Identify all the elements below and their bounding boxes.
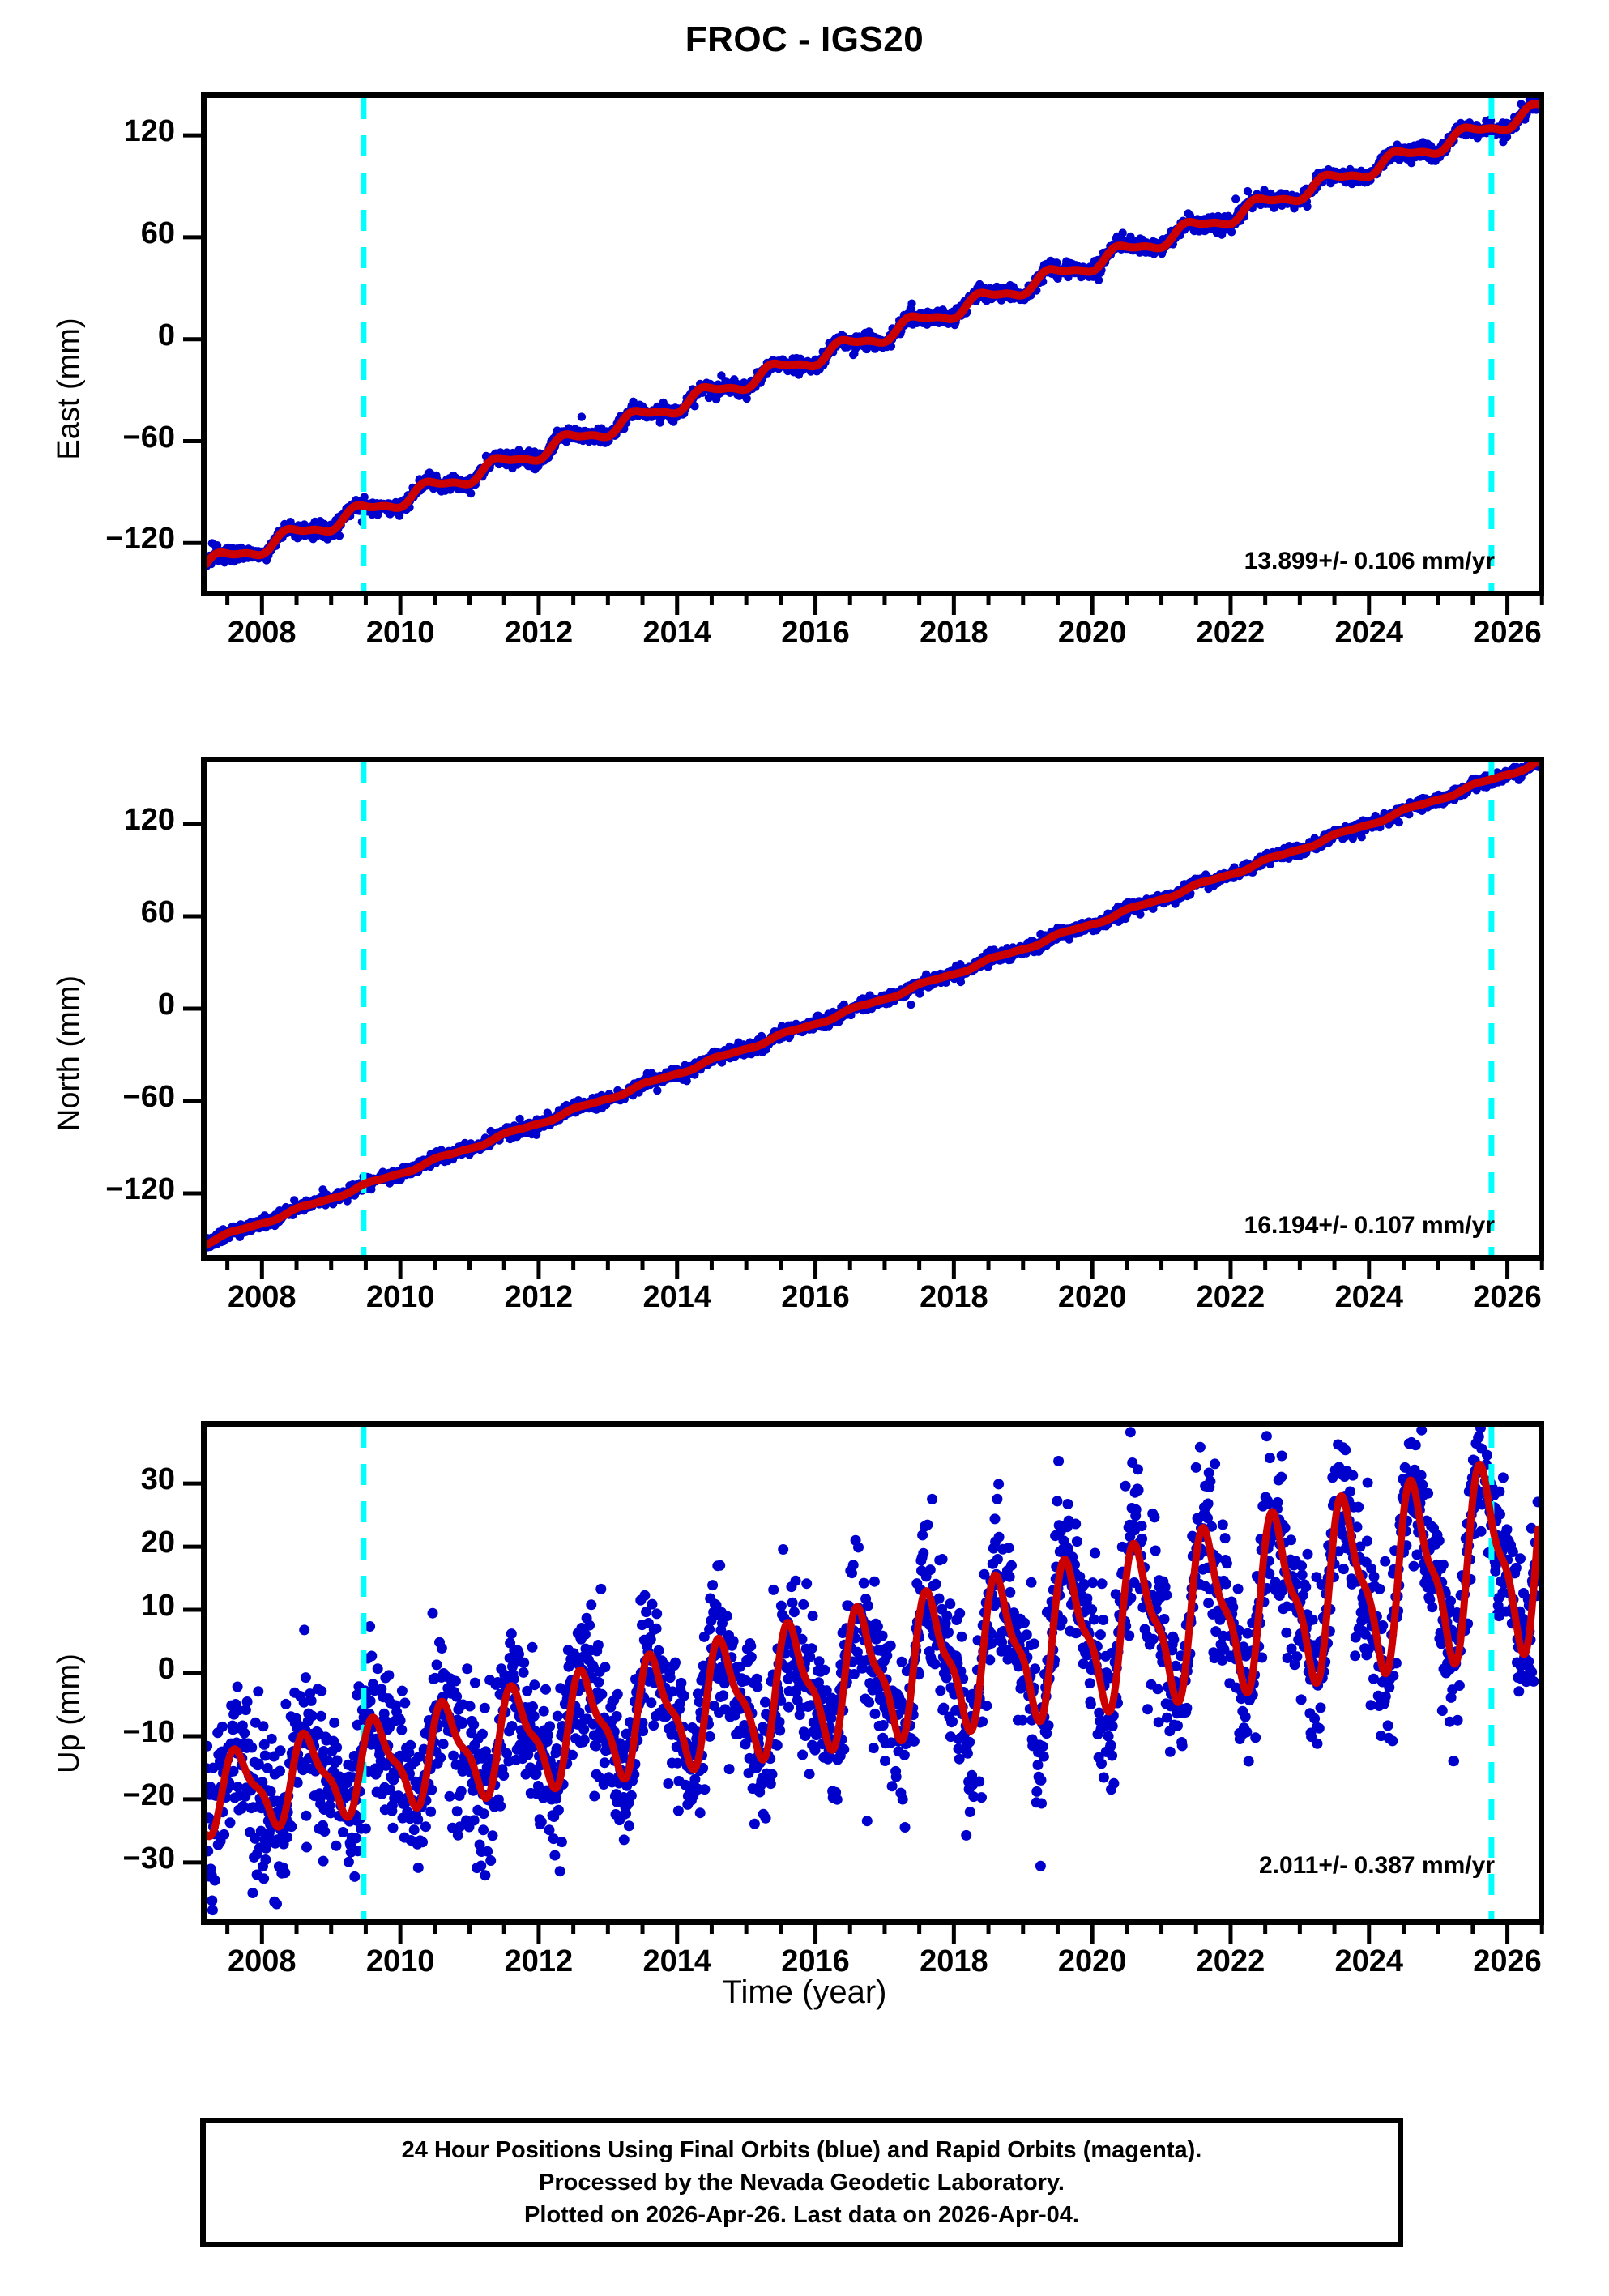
xtick-up-2012: 2012 xyxy=(504,1944,574,1978)
ytick-east-0: 120 xyxy=(123,114,175,149)
fit-line-north xyxy=(207,762,1539,1249)
ytick-north-1: 60 xyxy=(140,895,175,929)
plot-area-up xyxy=(201,1421,1544,1925)
ytick-up-0: 30 xyxy=(140,1462,175,1497)
xtick-east-2024: 2024 xyxy=(1334,616,1404,650)
xtick-north-2022: 2022 xyxy=(1196,1280,1265,1314)
data-points-up xyxy=(207,1427,1539,1916)
ytick-east-2: 0 xyxy=(157,318,175,352)
ytick-up-3: 0 xyxy=(157,1652,175,1686)
xtick-north-2014: 2014 xyxy=(642,1280,711,1314)
xtick-east-2020: 2020 xyxy=(1057,616,1127,650)
footer-line-1: 24 Hour Positions Using Final Orbits (bl… xyxy=(401,2136,1202,2163)
xtick-north-2024: 2024 xyxy=(1334,1280,1404,1314)
xtick-north-2016: 2016 xyxy=(781,1280,850,1314)
axis-label-north: North (mm) xyxy=(52,975,86,1132)
xtick-up-2022: 2022 xyxy=(1196,1944,1265,1978)
xtick-east-2026: 2026 xyxy=(1473,616,1542,650)
footer-line-3: Plotted on 2026-Apr-26. Last data on 202… xyxy=(524,2202,1079,2228)
ytick-up-6: −30 xyxy=(122,1841,175,1876)
ytick-north-3: −60 xyxy=(122,1080,175,1114)
series-canvas-up xyxy=(207,1427,1539,1919)
ytick-up-1: 20 xyxy=(140,1526,175,1560)
fit-line-up xyxy=(207,1461,1539,1841)
xtick-up-2014: 2014 xyxy=(642,1944,711,1978)
xtick-east-2014: 2014 xyxy=(642,616,711,650)
ytick-up-2: 10 xyxy=(140,1589,175,1624)
xtick-north-2018: 2018 xyxy=(920,1280,988,1314)
fit-line-east xyxy=(207,100,1539,568)
xtick-east-2016: 2016 xyxy=(781,616,850,650)
xtick-up-2018: 2018 xyxy=(920,1944,988,1978)
rate-annotation-east: 13.899+/- 0.106 mm/yr xyxy=(1244,548,1495,574)
xtick-east-2018: 2018 xyxy=(920,616,988,650)
plot-area-east xyxy=(201,92,1544,596)
xtick-north-2010: 2010 xyxy=(365,1280,435,1314)
rate-annotation-north: 16.194+/- 0.107 mm/yr xyxy=(1244,1212,1495,1239)
footer-note-box: 24 Hour Positions Using Final Orbits (bl… xyxy=(200,2118,1403,2247)
ytick-north-4: −120 xyxy=(105,1172,175,1206)
xaxis-title: Time (year) xyxy=(722,1974,887,2010)
xtick-up-2026: 2026 xyxy=(1473,1944,1542,1978)
xtick-north-2012: 2012 xyxy=(504,1280,574,1314)
ytick-north-2: 0 xyxy=(157,988,175,1022)
plot-area-north xyxy=(201,757,1544,1261)
ytick-east-4: −120 xyxy=(105,522,175,557)
ytick-up-5: −20 xyxy=(122,1777,175,1812)
ytick-up-4: −10 xyxy=(122,1714,175,1749)
ytick-north-0: 120 xyxy=(123,803,175,837)
page-title: FROC - IGS20 xyxy=(685,19,924,59)
xtick-north-2026: 2026 xyxy=(1473,1280,1542,1314)
xtick-east-2010: 2010 xyxy=(365,616,435,650)
xtick-north-2008: 2008 xyxy=(228,1280,297,1314)
xtick-up-2010: 2010 xyxy=(365,1944,435,1978)
ytick-east-3: −60 xyxy=(122,420,175,455)
xtick-up-2016: 2016 xyxy=(781,1944,850,1978)
xtick-up-2008: 2008 xyxy=(228,1944,297,1978)
xtick-east-2012: 2012 xyxy=(504,616,574,650)
axis-label-east: East (mm) xyxy=(52,318,86,460)
xtick-east-2008: 2008 xyxy=(228,616,297,650)
xtick-north-2020: 2020 xyxy=(1057,1280,1127,1314)
xtick-east-2022: 2022 xyxy=(1196,616,1265,650)
series-canvas-east xyxy=(207,98,1539,591)
xtick-up-2020: 2020 xyxy=(1057,1944,1127,1978)
xtick-up-2024: 2024 xyxy=(1334,1944,1404,1978)
series-canvas-north xyxy=(207,762,1539,1255)
rate-annotation-up: 2.011+/- 0.387 mm/yr xyxy=(1258,1852,1495,1879)
data-points-east xyxy=(207,98,1539,570)
footer-line-2: Processed by the Nevada Geodetic Laborat… xyxy=(539,2169,1065,2196)
ytick-east-1: 60 xyxy=(140,216,175,250)
